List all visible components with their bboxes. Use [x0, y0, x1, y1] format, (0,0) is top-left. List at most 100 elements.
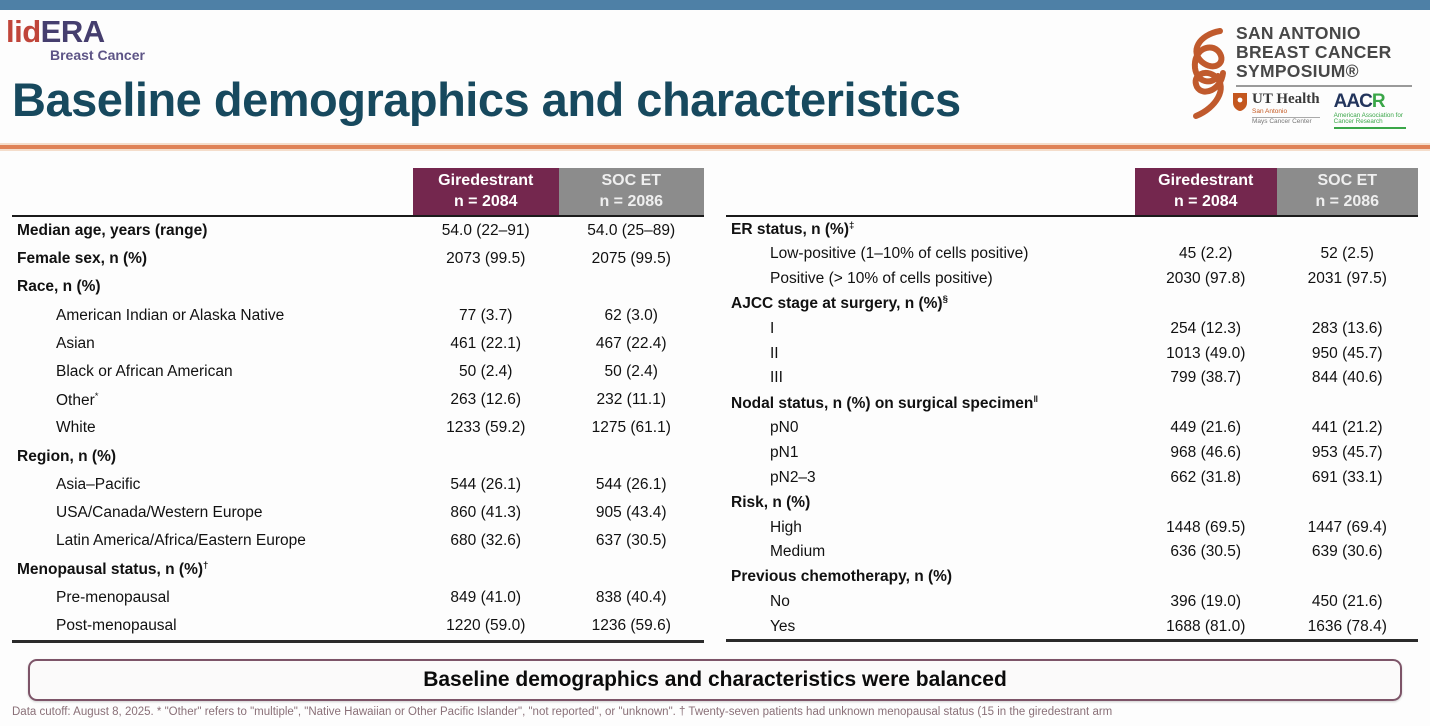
ut-health-center: Mays Cancer Center	[1252, 117, 1320, 126]
table-row: Yes 1688 (81.0) 1636 (78.4)	[726, 615, 1418, 640]
arm2-name: SOC ET	[1317, 171, 1378, 189]
row-label: pN0	[770, 419, 799, 437]
row-label: Risk, n (%)	[731, 493, 811, 511]
value-giredestrant: 662 (31.8)	[1170, 468, 1242, 486]
value-giredestrant: 54.0 (22–91)	[441, 222, 530, 240]
table-row: ER status, n (%)‡	[726, 217, 1418, 242]
row-label: Positive (> 10% of cells positive)	[770, 270, 993, 288]
value-giredestrant: 968 (46.6)	[1170, 444, 1242, 462]
row-label: I	[770, 319, 775, 337]
table-row: pN0 449 (21.6) 441 (21.2)	[726, 416, 1418, 441]
table-row: No 396 (19.0) 450 (21.6)	[726, 590, 1418, 615]
aacr-logo-text: AACR	[1334, 92, 1406, 111]
table-header: Giredestrant n = 2084 SOC ET n = 2086	[12, 168, 704, 215]
row-label: No	[770, 593, 790, 611]
table-row: Pre-menopausal 849 (41.0) 838 (40.4)	[12, 583, 704, 611]
value-giredestrant: 2073 (99.5)	[446, 250, 526, 268]
table-row: Other* 263 (12.6) 232 (11.1)	[12, 386, 704, 414]
value-giredestrant: 1448 (69.5)	[1166, 518, 1246, 536]
arm2-n: n = 2086	[1315, 192, 1380, 210]
row-label: Other*	[56, 390, 99, 409]
value-soc-et: 544 (26.1)	[595, 475, 667, 493]
table-row: USA/Canada/Western Europe 860 (41.3) 905 (…	[12, 499, 704, 527]
value-soc-et: 52 (2.5)	[1320, 245, 1374, 263]
value-soc-et: 1275 (61.1)	[591, 419, 671, 437]
sabcs-title-line1: SAN ANTONIO	[1236, 23, 1361, 43]
row-label: Pre-menopausal	[56, 588, 170, 606]
value-giredestrant: 2030 (97.8)	[1166, 270, 1246, 288]
arm2-n: n = 2086	[599, 192, 664, 210]
table-row: Post-menopausal 1220 (59.0) 1236 (59.6)	[12, 612, 704, 640]
sabcs-divider	[1236, 84, 1412, 87]
value-giredestrant: 461 (22.1)	[450, 334, 522, 352]
arm1-n: n = 2084	[1173, 192, 1238, 210]
ut-health-shield-icon	[1233, 92, 1247, 111]
row-label: Asian	[56, 334, 95, 352]
value-soc-et: 1636 (78.4)	[1307, 617, 1387, 635]
column-header-soc-et: SOC ET n = 2086	[558, 168, 704, 215]
lidera-logo: lidERA Breast Cancer	[6, 16, 145, 62]
lidera-logo-lid: lid	[6, 14, 41, 49]
sabcs-title-line3: SYMPOSIUM®	[1236, 60, 1359, 81]
value-giredestrant: 449 (21.6)	[1170, 419, 1242, 437]
row-label: Medium	[770, 543, 826, 561]
table-row: Risk, n (%)	[726, 490, 1418, 515]
value-giredestrant: 263 (12.6)	[450, 391, 522, 409]
ut-health-logo: UT Health San Antonio Mays Cancer Center	[1232, 91, 1320, 126]
table-row: Region, n (%)	[12, 443, 704, 471]
table-row: II 1013 (49.0) 950 (45.7)	[726, 341, 1418, 366]
aacr-logo: AACR American Association for Cancer Res…	[1333, 92, 1406, 130]
value-soc-et: 1236 (59.6)	[591, 616, 671, 634]
table-row: High 1448 (69.5) 1447 (69.4)	[726, 515, 1418, 540]
summary-banner: Baseline demographics and characteristic…	[28, 659, 1402, 701]
column-header-giredestrant: Giredestrant n = 2084	[413, 168, 559, 215]
value-giredestrant: 680 (32.6)	[450, 532, 522, 550]
window-top-bar	[0, 0, 1430, 10]
lidera-logo-text: lidERA	[6, 16, 145, 47]
value-soc-et: 283 (13.6)	[1311, 319, 1383, 337]
value-soc-et: 441 (21.2)	[1311, 419, 1383, 437]
value-giredestrant: 799 (38.7)	[1170, 369, 1242, 387]
row-label: American Indian or Alaska Native	[56, 306, 285, 324]
value-soc-et: 1447 (69.4)	[1307, 518, 1387, 536]
partner-logos: UT Health San Antonio Mays Cancer Center…	[1232, 91, 1422, 130]
value-soc-et: 62 (3.0)	[604, 306, 658, 324]
table-row: Median age, years (range) 54.0 (22–91) 54.…	[12, 217, 704, 245]
header-spacer	[726, 168, 1135, 215]
ut-health-city: San Antonio	[1252, 107, 1288, 115]
row-label: Post-menopausal	[56, 616, 177, 634]
table-header: Giredestrant n = 2084 SOC ET n = 2086	[726, 168, 1418, 215]
table-body-right: ER status, n (%)‡ Low-positive (1–10% of …	[726, 215, 1418, 643]
row-label: Asia–Pacific	[56, 475, 141, 493]
arm1-name: Giredestrant	[438, 171, 534, 189]
demographics-table-left: Giredestrant n = 2084 SOC ET n = 2086 Me…	[12, 168, 704, 643]
row-label: Race, n (%)	[17, 278, 101, 296]
header-spacer	[12, 168, 413, 215]
table-row: Menopausal status, n (%)†	[12, 555, 704, 583]
value-giredestrant: 396 (19.0)	[1170, 593, 1242, 611]
sabcs-ribbon-icon	[1191, 28, 1226, 119]
row-label: Menopausal status, n (%)†	[17, 559, 209, 578]
value-soc-et: 905 (43.4)	[595, 503, 667, 521]
row-label: Low-positive (1–10% of cells positive)	[770, 245, 1029, 263]
table-body-left: Median age, years (range) 54.0 (22–91) 54.…	[12, 215, 704, 643]
arm1-name: Giredestrant	[1158, 171, 1254, 189]
aacr-aac: AAC	[1333, 90, 1373, 112]
row-label: Nodal status, n (%) on surgical specimen…	[731, 393, 1039, 412]
column-header-giredestrant: Giredestrant n = 2084	[1135, 168, 1277, 215]
value-giredestrant: 860 (41.3)	[450, 503, 522, 521]
value-giredestrant: 1233 (59.2)	[446, 419, 526, 437]
row-label: ER status, n (%)‡	[731, 219, 855, 238]
lidera-logo-era: ERA	[40, 14, 105, 49]
table-row: Asia–Pacific 544 (26.1) 544 (26.1)	[12, 471, 704, 499]
table-row: Positive (> 10% of cells positive) 2030 (…	[726, 267, 1418, 292]
table-row: Female sex, n (%) 2073 (99.5) 2075 (99.5)	[12, 245, 704, 273]
value-giredestrant: 1688 (81.0)	[1166, 617, 1246, 635]
aacr-logo-subtitle: American Association for Cancer Research	[1333, 112, 1406, 130]
footnote: Data cutoff: August 8, 2025. * "Other" r…	[12, 706, 1113, 718]
value-giredestrant: 849 (41.0)	[450, 588, 522, 606]
table-row: Medium 636 (30.5) 639 (30.6)	[726, 540, 1418, 565]
row-label: Female sex, n (%)	[17, 250, 148, 268]
table-row: Previous chemotherapy, n (%)	[726, 565, 1418, 590]
row-label: USA/Canada/Western Europe	[56, 503, 263, 521]
